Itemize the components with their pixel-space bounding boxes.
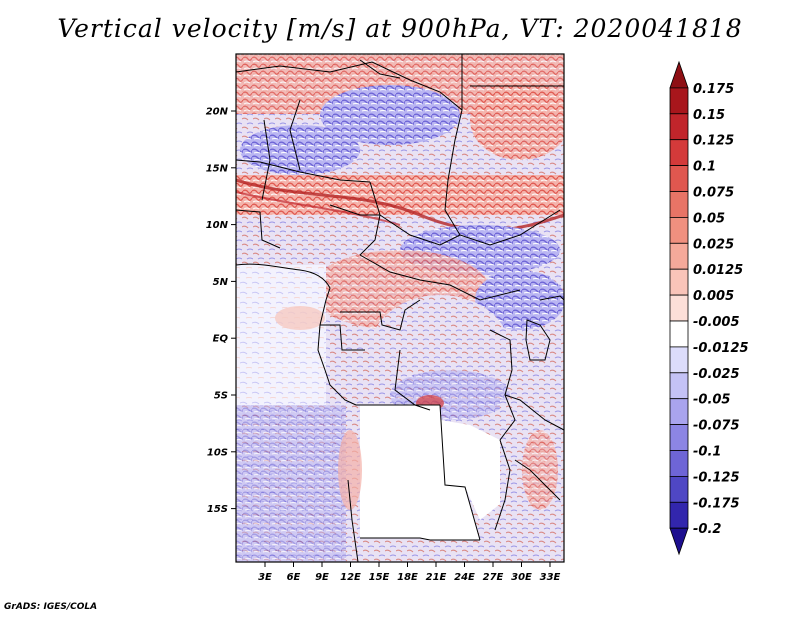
lat-label: 10N <box>206 220 229 231</box>
latitude-axis: 20N 15N 10N 5N EQ 5S 10S 15S <box>206 107 236 515</box>
colorbar-cell <box>669 450 689 477</box>
colorbar-cell <box>669 398 689 426</box>
colorbar-cell <box>669 216 689 244</box>
lat-label: 5N <box>213 277 229 288</box>
colorbar-label: 0.125 <box>693 134 734 149</box>
colorbar-cell <box>669 501 689 529</box>
colorbar-bottom-triangle <box>669 527 689 556</box>
colorbar-cell <box>669 87 689 115</box>
colorbar-label: 0.1 <box>693 160 716 175</box>
colorbar-label: -0.005 <box>693 315 740 330</box>
lat-label: 5S <box>214 391 228 402</box>
colorbar-label: 0.05 <box>693 211 725 226</box>
map-title: Vertical velocity [m/s] at 900hPa, VT: 2… <box>57 14 743 43</box>
lon-label: 21E <box>426 572 447 583</box>
lon-label: 18E <box>397 572 418 583</box>
lon-label: 3E <box>258 572 272 583</box>
lat-label: 10S <box>207 447 228 458</box>
colorbar-cell <box>669 475 689 503</box>
lon-label: 24E <box>454 572 475 583</box>
colorbar-label: 0.075 <box>693 186 734 201</box>
grads-credit: GrADS: IGES/COLA <box>4 602 98 612</box>
lon-label: 33E <box>540 572 561 583</box>
colorbar-label: -0.0125 <box>693 341 749 356</box>
lon-label: 12E <box>340 572 361 583</box>
colorbar-cell <box>669 242 689 270</box>
colorbar-cell <box>669 268 689 296</box>
colorbar: 0.175 0.15 0.125 0.1 0.075 0.05 0.025 0.0125 0.0… <box>669 60 749 556</box>
colorbar-label: -0.05 <box>693 393 730 408</box>
lon-label: 6E <box>287 572 301 583</box>
lon-label: 9E <box>315 572 329 583</box>
colorbar-cell <box>669 294 689 322</box>
colorbar-cell <box>669 424 689 451</box>
colorbar-cell <box>669 346 689 374</box>
colorbar-label: -0.175 <box>693 496 740 511</box>
colorbar-label: 0.15 <box>693 108 725 123</box>
lat-label: 15S <box>207 504 228 515</box>
colorbar-cell <box>669 113 689 141</box>
colorbar-cell <box>669 320 689 348</box>
lat-label: 20N <box>206 107 229 118</box>
colorbar-label: 0.0125 <box>693 263 743 278</box>
colorbar-label: -0.2 <box>693 522 721 537</box>
colorbar-cell <box>669 372 689 400</box>
colorbar-label: 0.175 <box>693 82 734 97</box>
lat-label: EQ <box>213 334 229 345</box>
longitude-axis: 3E 6E 9E 12E 15E 18E 21E 24E 27E 30E 33E <box>258 562 561 583</box>
colorbar-top-triangle <box>669 60 689 89</box>
colorbar-label: -0.075 <box>693 419 740 434</box>
colorbar-cell <box>669 165 689 192</box>
colorbar-label: -0.125 <box>693 470 740 485</box>
vertical-velocity-field <box>236 54 564 562</box>
colorbar-label: 0.025 <box>693 237 734 252</box>
lon-label: 27E <box>483 572 504 583</box>
colorbar-cell <box>669 191 689 218</box>
lon-label: 30E <box>511 572 532 583</box>
colorbar-label: -0.1 <box>693 445 721 460</box>
colorbar-label: 0.005 <box>693 289 734 304</box>
lat-label: 15N <box>206 163 229 174</box>
map-frame <box>235 53 565 563</box>
lon-label: 15E <box>369 572 390 583</box>
colorbar-label: -0.025 <box>693 367 740 382</box>
colorbar-cell <box>669 139 689 166</box>
political-borders <box>236 54 564 562</box>
